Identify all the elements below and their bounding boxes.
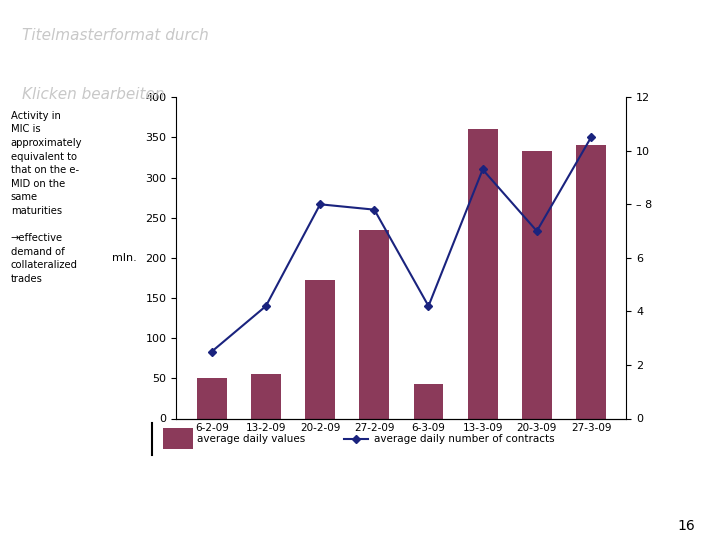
Text: Activity in
MIC is
approximately
equivalent to
that on the e-
MID on the
same
ma: Activity in MIC is approximately equival… xyxy=(11,111,82,284)
Bar xyxy=(468,130,498,418)
Text: MIC ACTIVITY IS VARIABLE BUT OVERALL GROWING ...: MIC ACTIVITY IS VARIABLE BUT OVERALL GRO… xyxy=(12,52,473,68)
Text: Titelmasterformat durch: Titelmasterformat durch xyxy=(22,28,208,43)
Text: 16: 16 xyxy=(677,519,695,534)
Bar xyxy=(522,151,552,418)
Text: 2: 2 xyxy=(679,22,704,56)
Text: THE EUROSYSTEMS
PAYMENT SYSTEM: THE EUROSYSTEMS PAYMENT SYSTEM xyxy=(671,63,719,73)
Bar xyxy=(359,230,390,418)
Y-axis label: mln.: mln. xyxy=(112,253,137,263)
Text: Klicken bearbeiten: Klicken bearbeiten xyxy=(22,87,164,102)
Text: average daily number of contracts: average daily number of contracts xyxy=(374,434,554,444)
Text: average daily values: average daily values xyxy=(197,434,305,444)
Bar xyxy=(305,280,335,418)
Bar xyxy=(197,379,227,418)
Bar xyxy=(413,384,444,418)
Bar xyxy=(576,145,606,418)
Bar xyxy=(251,374,281,418)
FancyBboxPatch shape xyxy=(163,428,193,449)
